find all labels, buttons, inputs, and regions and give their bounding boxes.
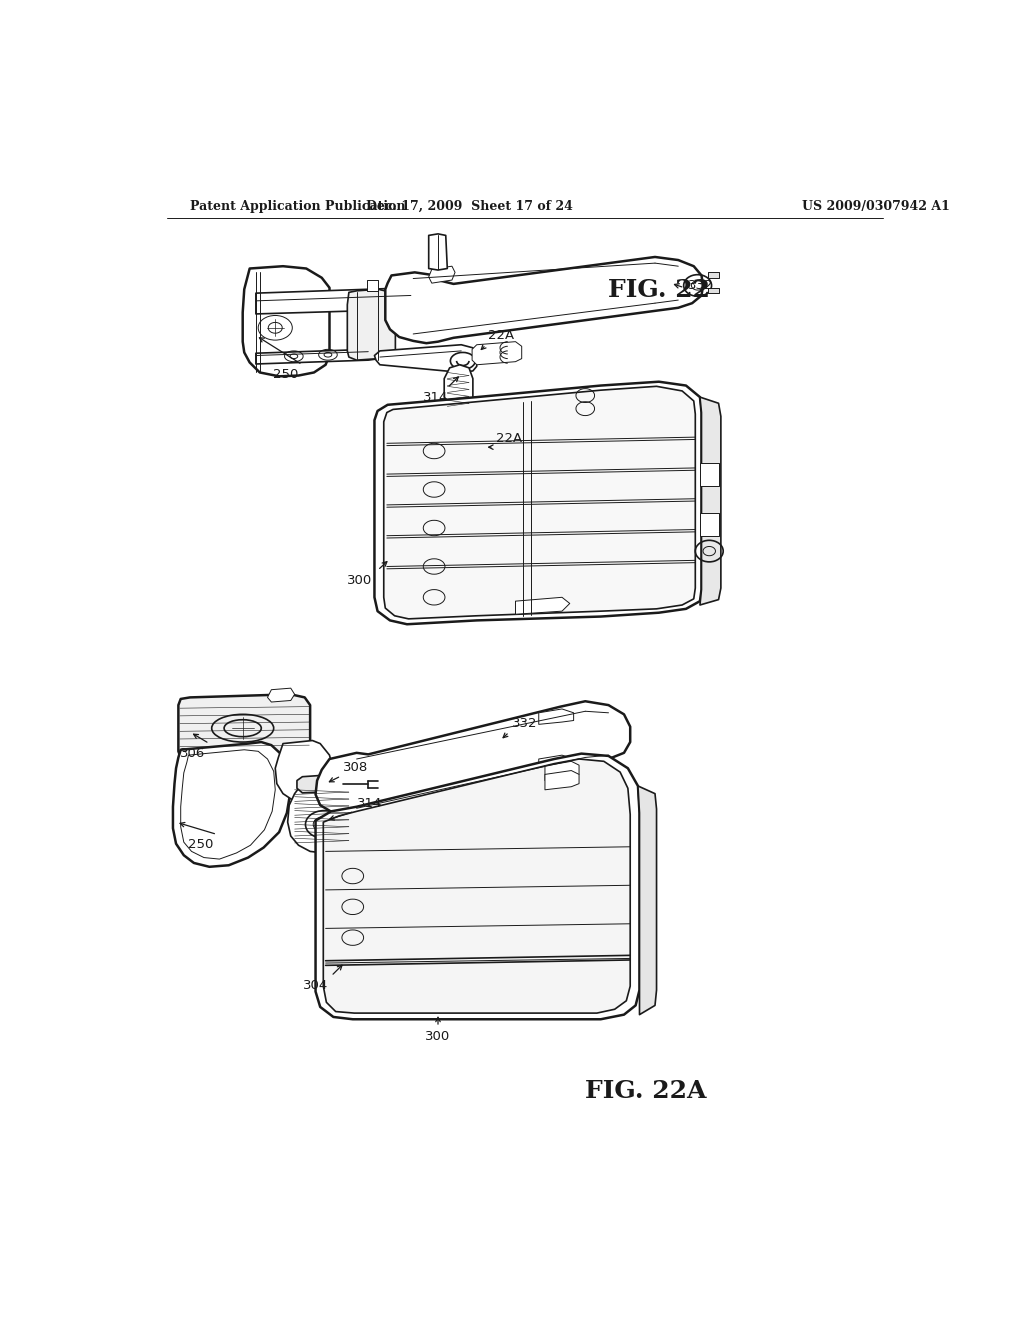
Polygon shape [275, 741, 334, 804]
Text: 300: 300 [425, 1030, 451, 1043]
Polygon shape [385, 257, 703, 343]
Polygon shape [375, 381, 701, 624]
Polygon shape [444, 364, 473, 409]
Polygon shape [288, 779, 354, 853]
Polygon shape [267, 688, 295, 702]
Polygon shape [545, 762, 579, 780]
Text: FIG. 22A: FIG. 22A [586, 1078, 707, 1102]
Text: 314: 314 [423, 391, 447, 404]
Polygon shape [367, 280, 378, 290]
Polygon shape [315, 754, 640, 1019]
Polygon shape [539, 709, 573, 725]
Text: Dec. 17, 2009  Sheet 17 of 24: Dec. 17, 2009 Sheet 17 of 24 [366, 199, 572, 213]
Polygon shape [545, 771, 579, 789]
Polygon shape [256, 350, 380, 364]
Text: 314: 314 [356, 797, 382, 810]
Text: Patent Application Publication: Patent Application Publication [190, 199, 406, 213]
Polygon shape [173, 742, 291, 867]
Polygon shape [700, 512, 719, 536]
Polygon shape [347, 289, 395, 360]
Polygon shape [243, 267, 330, 376]
Polygon shape [375, 345, 477, 372]
Polygon shape [384, 387, 695, 619]
Text: 308: 308 [343, 762, 369, 775]
Polygon shape [256, 288, 423, 314]
Polygon shape [515, 598, 569, 614]
Polygon shape [297, 775, 343, 793]
Polygon shape [429, 267, 455, 284]
Text: 304: 304 [303, 979, 328, 993]
Text: US 2009/0307942 A1: US 2009/0307942 A1 [802, 199, 950, 213]
Polygon shape [315, 701, 630, 816]
Polygon shape [539, 755, 573, 771]
Text: 306: 306 [180, 747, 206, 760]
Polygon shape [429, 234, 447, 271]
Text: 22A: 22A [496, 432, 522, 445]
Polygon shape [708, 288, 719, 293]
Polygon shape [324, 759, 630, 1014]
Text: FIG. 22: FIG. 22 [608, 277, 711, 302]
Text: 300: 300 [347, 574, 372, 587]
Text: 250: 250 [273, 368, 299, 381]
Polygon shape [638, 785, 656, 1015]
Polygon shape [708, 272, 719, 277]
Polygon shape [472, 342, 521, 364]
Text: 250: 250 [187, 838, 213, 850]
Polygon shape [700, 397, 721, 605]
Text: 22A: 22A [487, 329, 514, 342]
Polygon shape [178, 694, 310, 763]
Text: 332: 332 [687, 279, 713, 292]
Text: 332: 332 [512, 717, 538, 730]
Polygon shape [700, 462, 719, 486]
